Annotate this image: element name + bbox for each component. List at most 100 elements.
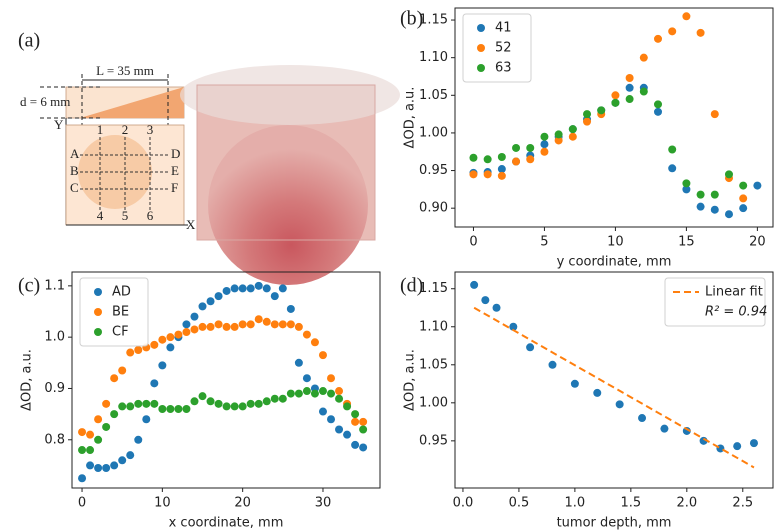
point — [682, 179, 691, 188]
point — [638, 414, 647, 423]
point — [270, 394, 279, 403]
point — [359, 443, 368, 452]
point — [639, 53, 648, 62]
point — [526, 143, 535, 152]
point — [174, 330, 183, 339]
y-tick-label: 1.15 — [419, 281, 448, 296]
point — [230, 322, 239, 331]
depth-label: d = 6 mm — [20, 94, 70, 109]
point — [190, 397, 199, 406]
point — [469, 170, 478, 179]
y-tick-label: 1.10 — [419, 50, 448, 65]
x-tick-label: 10 — [607, 235, 624, 250]
point — [668, 145, 677, 154]
point — [615, 400, 624, 409]
point — [739, 181, 748, 190]
point — [230, 402, 239, 411]
x-tick-label: 20 — [749, 235, 766, 250]
point — [733, 442, 742, 451]
legend-swatch — [94, 308, 102, 316]
plot-frame — [454, 7, 774, 228]
point — [94, 415, 103, 424]
point — [190, 325, 199, 334]
x-tick-label: 20 — [234, 496, 251, 511]
point — [554, 136, 563, 145]
point — [270, 320, 279, 329]
point — [134, 399, 143, 408]
point — [158, 335, 167, 344]
legend-swatch — [477, 64, 485, 72]
point — [318, 407, 327, 416]
diagram — [40, 74, 188, 226]
legend-swatch — [94, 288, 102, 296]
point — [359, 417, 368, 426]
point — [86, 461, 95, 470]
y-tick-label: 0.95 — [419, 433, 448, 448]
legend-swatch — [94, 328, 102, 336]
point — [78, 428, 87, 437]
point — [593, 388, 602, 397]
point — [335, 387, 344, 396]
point — [262, 317, 271, 326]
point — [262, 397, 271, 406]
point — [214, 320, 223, 329]
point — [254, 315, 263, 324]
point — [110, 461, 119, 470]
point — [158, 361, 167, 370]
point — [302, 330, 311, 339]
point — [142, 415, 151, 424]
point — [150, 340, 159, 349]
point — [335, 394, 344, 403]
point — [597, 106, 606, 115]
point — [142, 399, 151, 408]
point — [724, 170, 733, 179]
x-tick-label: 1.5 — [621, 496, 642, 511]
legend-label: AD — [112, 285, 131, 300]
point — [198, 322, 207, 331]
fit-line — [473, 306, 755, 469]
point — [359, 425, 368, 434]
panel-label: (c) — [18, 275, 40, 297]
point — [94, 463, 103, 472]
point — [214, 292, 223, 301]
point — [710, 205, 719, 214]
point — [710, 110, 719, 119]
legend-label: 52 — [495, 41, 512, 56]
point — [570, 379, 579, 388]
point — [134, 435, 143, 444]
point — [198, 392, 207, 401]
point — [739, 194, 748, 203]
point — [481, 296, 490, 305]
point-label: 2 — [122, 122, 129, 137]
point — [509, 322, 518, 331]
x-tick-label: 0.0 — [453, 496, 474, 511]
point — [110, 374, 119, 383]
point — [254, 399, 263, 408]
y-tick-label: 0.9 — [44, 381, 65, 396]
point — [710, 190, 719, 199]
point — [568, 132, 577, 141]
point — [238, 320, 247, 329]
point — [625, 95, 634, 104]
axis-label: X — [186, 217, 196, 232]
point — [583, 117, 592, 126]
point — [182, 320, 191, 329]
point — [246, 284, 255, 293]
x-tick-label: 15 — [678, 235, 695, 250]
point — [660, 424, 669, 433]
point — [343, 430, 352, 439]
point — [206, 322, 215, 331]
point-label: 5 — [122, 208, 129, 223]
point — [302, 374, 311, 383]
x-tick-label: 0 — [469, 235, 477, 250]
x-tick-label: 0 — [78, 496, 86, 511]
point — [310, 389, 319, 398]
point — [238, 284, 247, 293]
x-tick-label: 1.0 — [565, 496, 586, 511]
point — [351, 410, 360, 419]
point — [294, 389, 303, 398]
y-tick-label: 1.0 — [44, 330, 65, 345]
panel-label: (d) — [400, 275, 423, 297]
point — [198, 302, 207, 311]
y-tick-label: 0.95 — [419, 163, 448, 178]
